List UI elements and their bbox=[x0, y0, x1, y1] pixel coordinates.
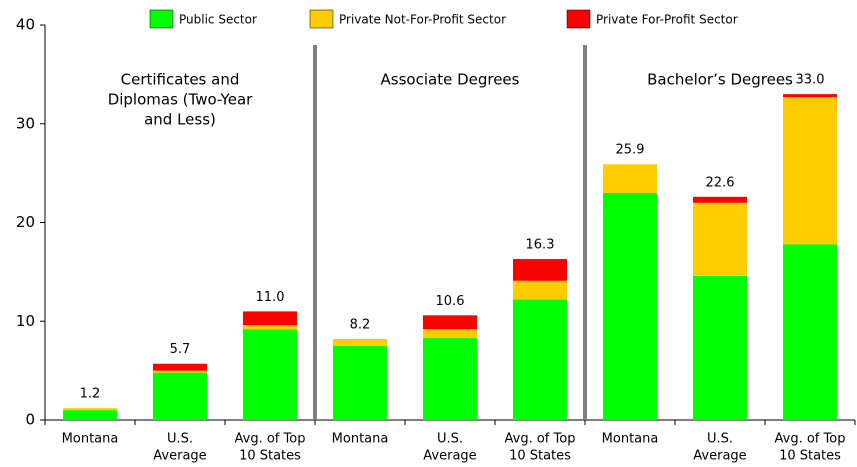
bar-segment bbox=[153, 370, 207, 373]
bar-segment bbox=[693, 275, 747, 420]
y-tick-label: 20 bbox=[16, 213, 35, 231]
bar-segment bbox=[693, 196, 747, 203]
y-tick-label: 10 bbox=[16, 312, 35, 330]
bar-segment bbox=[333, 339, 387, 346]
total-label: 33.0 bbox=[796, 73, 825, 88]
bar-segment bbox=[333, 345, 387, 420]
y-tick-label: 40 bbox=[16, 16, 35, 34]
x-tick-label: 10 States bbox=[509, 449, 571, 464]
bar-segment bbox=[153, 372, 207, 420]
group-label: Certificates and bbox=[121, 71, 240, 89]
total-label: 11.0 bbox=[256, 290, 285, 305]
bar-segment bbox=[603, 164, 657, 193]
group-label: and Less) bbox=[144, 111, 216, 129]
bar-segment bbox=[243, 311, 297, 326]
group-label: Bachelor’s Degrees bbox=[647, 71, 793, 89]
legend-swatch bbox=[566, 9, 591, 29]
x-tick-label: 10 States bbox=[779, 449, 841, 464]
y-tick-label: 0 bbox=[25, 411, 35, 429]
legend-swatch bbox=[149, 9, 174, 29]
x-tick-label: Avg. of Top bbox=[505, 432, 576, 447]
total-label: 1.2 bbox=[80, 387, 101, 402]
bar-segment bbox=[243, 329, 297, 420]
x-tick-label: 10 States bbox=[239, 449, 301, 464]
x-tick-label: Average bbox=[153, 449, 206, 464]
bar-segment bbox=[243, 325, 297, 330]
legend-swatch bbox=[309, 9, 334, 29]
bar-segment bbox=[783, 94, 837, 98]
bar-segment bbox=[63, 408, 117, 411]
bar-segment bbox=[513, 299, 567, 420]
bar-segment bbox=[603, 192, 657, 420]
bar-segment bbox=[423, 338, 477, 420]
x-tick-label: Montana bbox=[332, 432, 389, 447]
x-tick-label: Montana bbox=[62, 432, 119, 447]
x-tick-label: U.S. bbox=[167, 432, 193, 447]
bar-segment bbox=[513, 259, 567, 281]
bar-segment bbox=[783, 244, 837, 420]
x-tick-label: Average bbox=[423, 449, 476, 464]
total-label: 10.6 bbox=[436, 294, 465, 309]
bar-segment bbox=[423, 315, 477, 330]
x-tick-label: Average bbox=[693, 449, 746, 464]
group-label: Diplomas (Two-Year bbox=[108, 91, 253, 109]
total-label: 25.9 bbox=[616, 143, 645, 158]
y-tick-label: 30 bbox=[16, 114, 35, 132]
bar-segment bbox=[513, 280, 567, 300]
x-tick-label: Avg. of Top bbox=[775, 432, 846, 447]
group-label: Associate Degrees bbox=[381, 71, 520, 89]
legend-label: Public Sector bbox=[179, 13, 257, 27]
bar-segment bbox=[693, 202, 747, 276]
total-label: 16.3 bbox=[526, 238, 555, 253]
bar-segment bbox=[63, 410, 117, 420]
legend-label: Private Not-For-Profit Sector bbox=[339, 13, 506, 27]
x-tick-label: Avg. of Top bbox=[235, 432, 306, 447]
bar-segment bbox=[783, 97, 837, 245]
bar-segment bbox=[153, 363, 207, 371]
total-label: 5.7 bbox=[170, 342, 191, 357]
x-tick-label: Montana bbox=[602, 432, 659, 447]
x-tick-label: U.S. bbox=[437, 432, 463, 447]
legend-label: Private For-Profit Sector bbox=[596, 13, 738, 27]
x-tick-label: U.S. bbox=[707, 432, 733, 447]
total-label: 8.2 bbox=[350, 318, 371, 333]
bar-segment bbox=[423, 329, 477, 339]
total-label: 22.6 bbox=[706, 175, 735, 190]
